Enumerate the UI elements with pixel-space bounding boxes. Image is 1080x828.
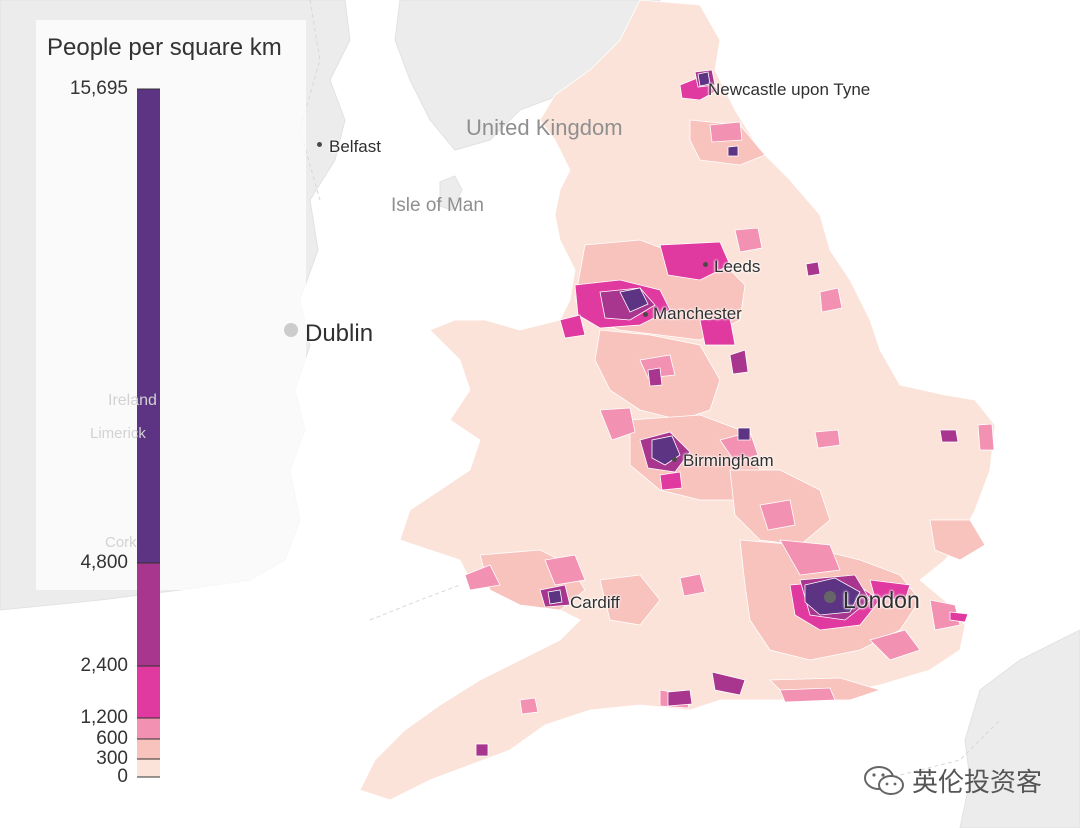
label-united-kingdom: United Kingdom xyxy=(466,115,623,140)
label-birmingham: Birmingham xyxy=(683,451,774,470)
dot-manchester xyxy=(643,312,648,317)
label-isle-of-man: Isle of Man xyxy=(391,195,484,216)
label-cardiff: Cardiff xyxy=(570,593,620,612)
label-limerick-faint: Limerick xyxy=(90,425,146,442)
label-belfast: Belfast xyxy=(329,137,381,156)
legend-tick-label: 2,400 xyxy=(80,655,128,676)
dot-dublin xyxy=(284,323,298,337)
label-london: London xyxy=(843,587,920,613)
label-leeds: Leeds xyxy=(714,257,761,276)
isle-of-man-land xyxy=(439,175,463,211)
legend-tick-label: 0 xyxy=(117,766,128,787)
legend-tick-label: 15,695 xyxy=(69,78,128,99)
dot-london xyxy=(824,591,836,603)
density-600-1200 xyxy=(464,121,995,715)
boundary-lines xyxy=(299,0,1001,781)
legend-tick-label: 300 xyxy=(96,748,128,769)
legend-bin xyxy=(137,666,160,718)
wechat-icon xyxy=(864,765,904,795)
label-manchester: Manchester xyxy=(653,304,742,323)
label-ireland-faint: Ireland xyxy=(108,392,157,409)
legend-tick-label: 600 xyxy=(96,728,128,749)
legend-bin xyxy=(137,739,160,759)
legend-panel xyxy=(36,20,306,590)
legend-tick-label: 1,200 xyxy=(80,707,128,728)
legend-bin xyxy=(137,563,160,666)
legend-bin xyxy=(137,718,160,739)
label-dublin: Dublin xyxy=(305,320,374,347)
dot-birmingham xyxy=(672,457,677,462)
legend-bin xyxy=(137,759,160,777)
dot-belfast xyxy=(317,142,322,147)
legend-bin xyxy=(137,89,160,563)
legend-tick-label: 4,800 xyxy=(80,552,128,573)
label-cork-faint: Cork xyxy=(105,534,137,551)
legend-title: People per square km xyxy=(47,34,282,61)
watermark-text: 英伦投资客 xyxy=(912,767,1043,797)
dot-leeds xyxy=(703,262,708,267)
watermark: 英伦投资客 xyxy=(862,762,1042,799)
label-newcastle: Newcastle upon Tyne xyxy=(708,80,871,99)
